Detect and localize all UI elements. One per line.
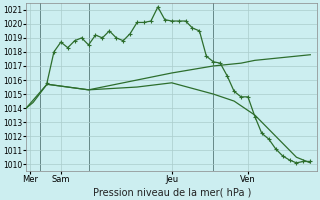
X-axis label: Pression niveau de la mer( hPa ): Pression niveau de la mer( hPa )	[92, 187, 251, 197]
